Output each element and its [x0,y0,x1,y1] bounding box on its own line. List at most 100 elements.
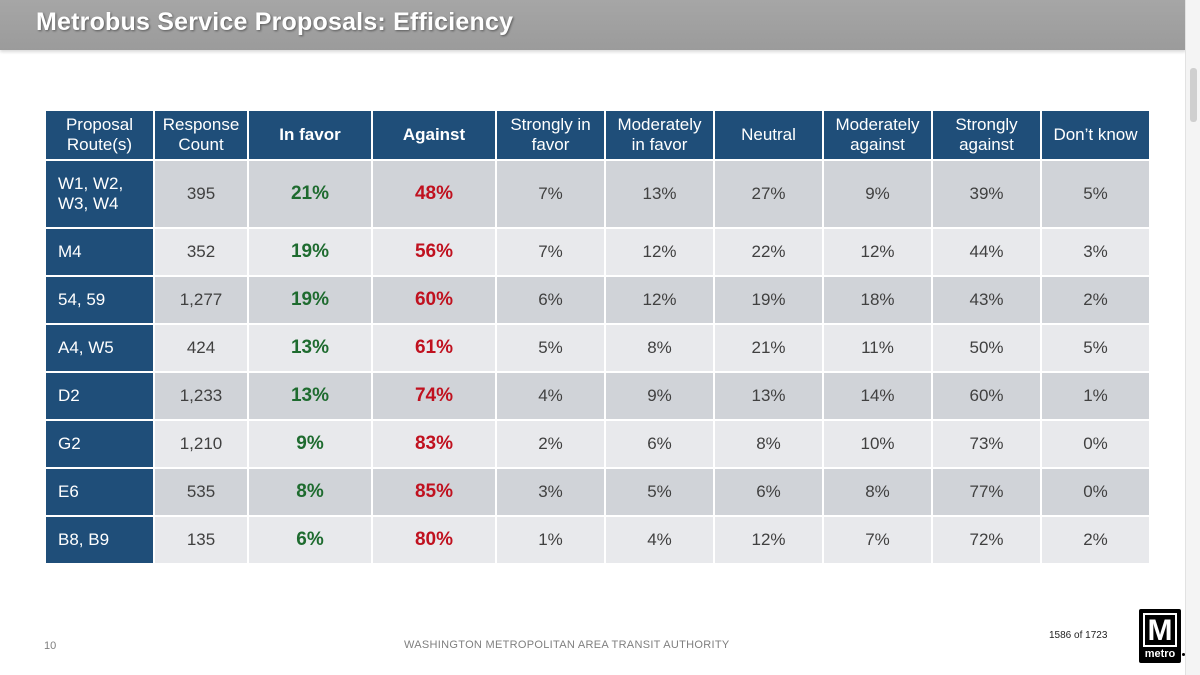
registered-mark-icon [1182,653,1185,656]
scrollbar[interactable] [1185,0,1200,675]
strongly-against-cell: 50% [933,325,1040,371]
table-row: D2 1,233 13% 74% 4% 9% 13% 14% 60% 1% [46,373,1149,419]
moderately-against-cell: 11% [824,325,931,371]
title-bar: Metrobus Service Proposals: Efficiency [0,0,1186,50]
moderately-in-favor-cell: 8% [606,325,713,371]
in-favor-cell: 13% [249,373,371,419]
response-count-cell: 1,233 [155,373,247,419]
header-in-favor: In favor [249,111,371,159]
moderately-against-cell: 8% [824,469,931,515]
metro-logo-word: metro [1144,648,1176,660]
slide-page-number: 10 [44,640,57,652]
strongly-in-favor-cell: 5% [497,325,604,371]
moderately-against-cell: 18% [824,277,931,323]
strongly-in-favor-cell: 4% [497,373,604,419]
strongly-in-favor-cell: 2% [497,421,604,467]
header-neutral: Neutral [715,111,822,159]
in-favor-cell: 21% [249,161,371,227]
moderately-in-favor-cell: 12% [606,229,713,275]
strongly-against-cell: 39% [933,161,1040,227]
neutral-cell: 13% [715,373,822,419]
strongly-against-cell: 73% [933,421,1040,467]
moderately-in-favor-cell: 4% [606,517,713,563]
route-cell: W1, W2, W3, W4 [46,161,153,227]
moderately-in-favor-cell: 13% [606,161,713,227]
table-row: W1, W2, W3, W4 395 21% 48% 7% 13% 27% 9%… [46,161,1149,227]
moderately-against-cell: 10% [824,421,931,467]
strongly-against-cell: 60% [933,373,1040,419]
response-count-cell: 1,277 [155,277,247,323]
neutral-cell: 6% [715,469,822,515]
dont-know-cell: 5% [1042,325,1149,371]
dont-know-cell: 3% [1042,229,1149,275]
response-count-cell: 135 [155,517,247,563]
survey-results-table: Proposal Route(s) Response Count In favo… [44,109,1151,565]
route-cell: A4, W5 [46,325,153,371]
neutral-cell: 22% [715,229,822,275]
table-row: A4, W5 424 13% 61% 5% 8% 21% 11% 50% 5% [46,325,1149,371]
footer-organization: WASHINGTON METROPOLITAN AREA TRANSIT AUT… [404,639,730,651]
moderately-in-favor-cell: 6% [606,421,713,467]
moderately-against-cell: 7% [824,517,931,563]
strongly-against-cell: 77% [933,469,1040,515]
header-proposal-routes: Proposal Route(s) [46,111,153,159]
neutral-cell: 19% [715,277,822,323]
against-cell: 48% [373,161,495,227]
strongly-in-favor-cell: 6% [497,277,604,323]
neutral-cell: 12% [715,517,822,563]
header-response-count: Response Count [155,111,247,159]
against-cell: 83% [373,421,495,467]
moderately-against-cell: 9% [824,161,931,227]
moderately-in-favor-cell: 12% [606,277,713,323]
metro-logo-letter: M [1147,614,1173,647]
moderately-in-favor-cell: 5% [606,469,713,515]
scrollbar-thumb[interactable] [1190,68,1197,122]
route-cell: G2 [46,421,153,467]
table-header-row: Proposal Route(s) Response Count In favo… [46,111,1149,159]
neutral-cell: 27% [715,161,822,227]
route-cell: D2 [46,373,153,419]
route-cell: M4 [46,229,153,275]
in-favor-cell: 19% [249,229,371,275]
header-moderately-against: Moderately against [824,111,931,159]
table-row: E6 535 8% 85% 3% 5% 6% 8% 77% 0% [46,469,1149,515]
table-row: G2 1,210 9% 83% 2% 6% 8% 10% 73% 0% [46,421,1149,467]
in-favor-cell: 19% [249,277,371,323]
in-favor-cell: 9% [249,421,371,467]
neutral-cell: 8% [715,421,822,467]
strongly-in-favor-cell: 1% [497,517,604,563]
against-cell: 80% [373,517,495,563]
survey-table-container: Proposal Route(s) Response Count In favo… [44,109,1149,565]
dont-know-cell: 2% [1042,517,1149,563]
header-dont-know: Don’t know [1042,111,1149,159]
strongly-in-favor-cell: 3% [497,469,604,515]
strongly-against-cell: 43% [933,277,1040,323]
route-cell: 54, 59 [46,277,153,323]
header-strongly-in-favor: Strongly in favor [497,111,604,159]
header-moderately-in-favor: Moderately in favor [606,111,713,159]
against-cell: 60% [373,277,495,323]
moderately-against-cell: 12% [824,229,931,275]
response-count-cell: 1,210 [155,421,247,467]
response-count-cell: 395 [155,161,247,227]
dont-know-cell: 0% [1042,469,1149,515]
route-cell: B8, B9 [46,517,153,563]
strongly-in-favor-cell: 7% [497,161,604,227]
response-count-cell: 352 [155,229,247,275]
header-strongly-against: Strongly against [933,111,1040,159]
moderately-in-favor-cell: 9% [606,373,713,419]
against-cell: 56% [373,229,495,275]
route-cell: E6 [46,469,153,515]
moderately-against-cell: 14% [824,373,931,419]
metro-logo: M metro [1139,609,1181,663]
dont-know-cell: 1% [1042,373,1149,419]
header-against: Against [373,111,495,159]
strongly-in-favor-cell: 7% [497,229,604,275]
response-count-cell: 535 [155,469,247,515]
strongly-against-cell: 44% [933,229,1040,275]
strongly-against-cell: 72% [933,517,1040,563]
table-row: B8, B9 135 6% 80% 1% 4% 12% 7% 72% 2% [46,517,1149,563]
document-page-count: 1586 of 1723 [1049,630,1108,641]
against-cell: 61% [373,325,495,371]
neutral-cell: 21% [715,325,822,371]
